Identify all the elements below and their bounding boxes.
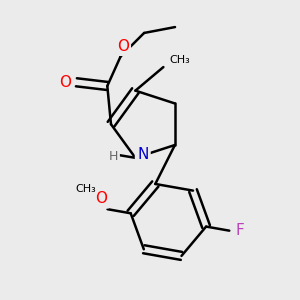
Text: N: N	[137, 147, 148, 162]
Text: O: O	[117, 39, 129, 54]
Text: CH₃: CH₃	[75, 184, 96, 194]
Text: CH₃: CH₃	[169, 55, 190, 65]
Text: F: F	[235, 223, 244, 238]
Text: O: O	[59, 75, 71, 90]
Text: H: H	[109, 150, 118, 163]
Text: O: O	[96, 191, 108, 206]
